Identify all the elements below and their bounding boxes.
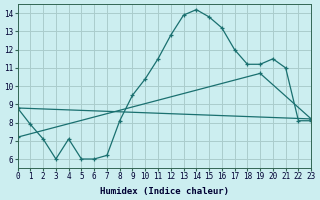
X-axis label: Humidex (Indice chaleur): Humidex (Indice chaleur)	[100, 187, 229, 196]
